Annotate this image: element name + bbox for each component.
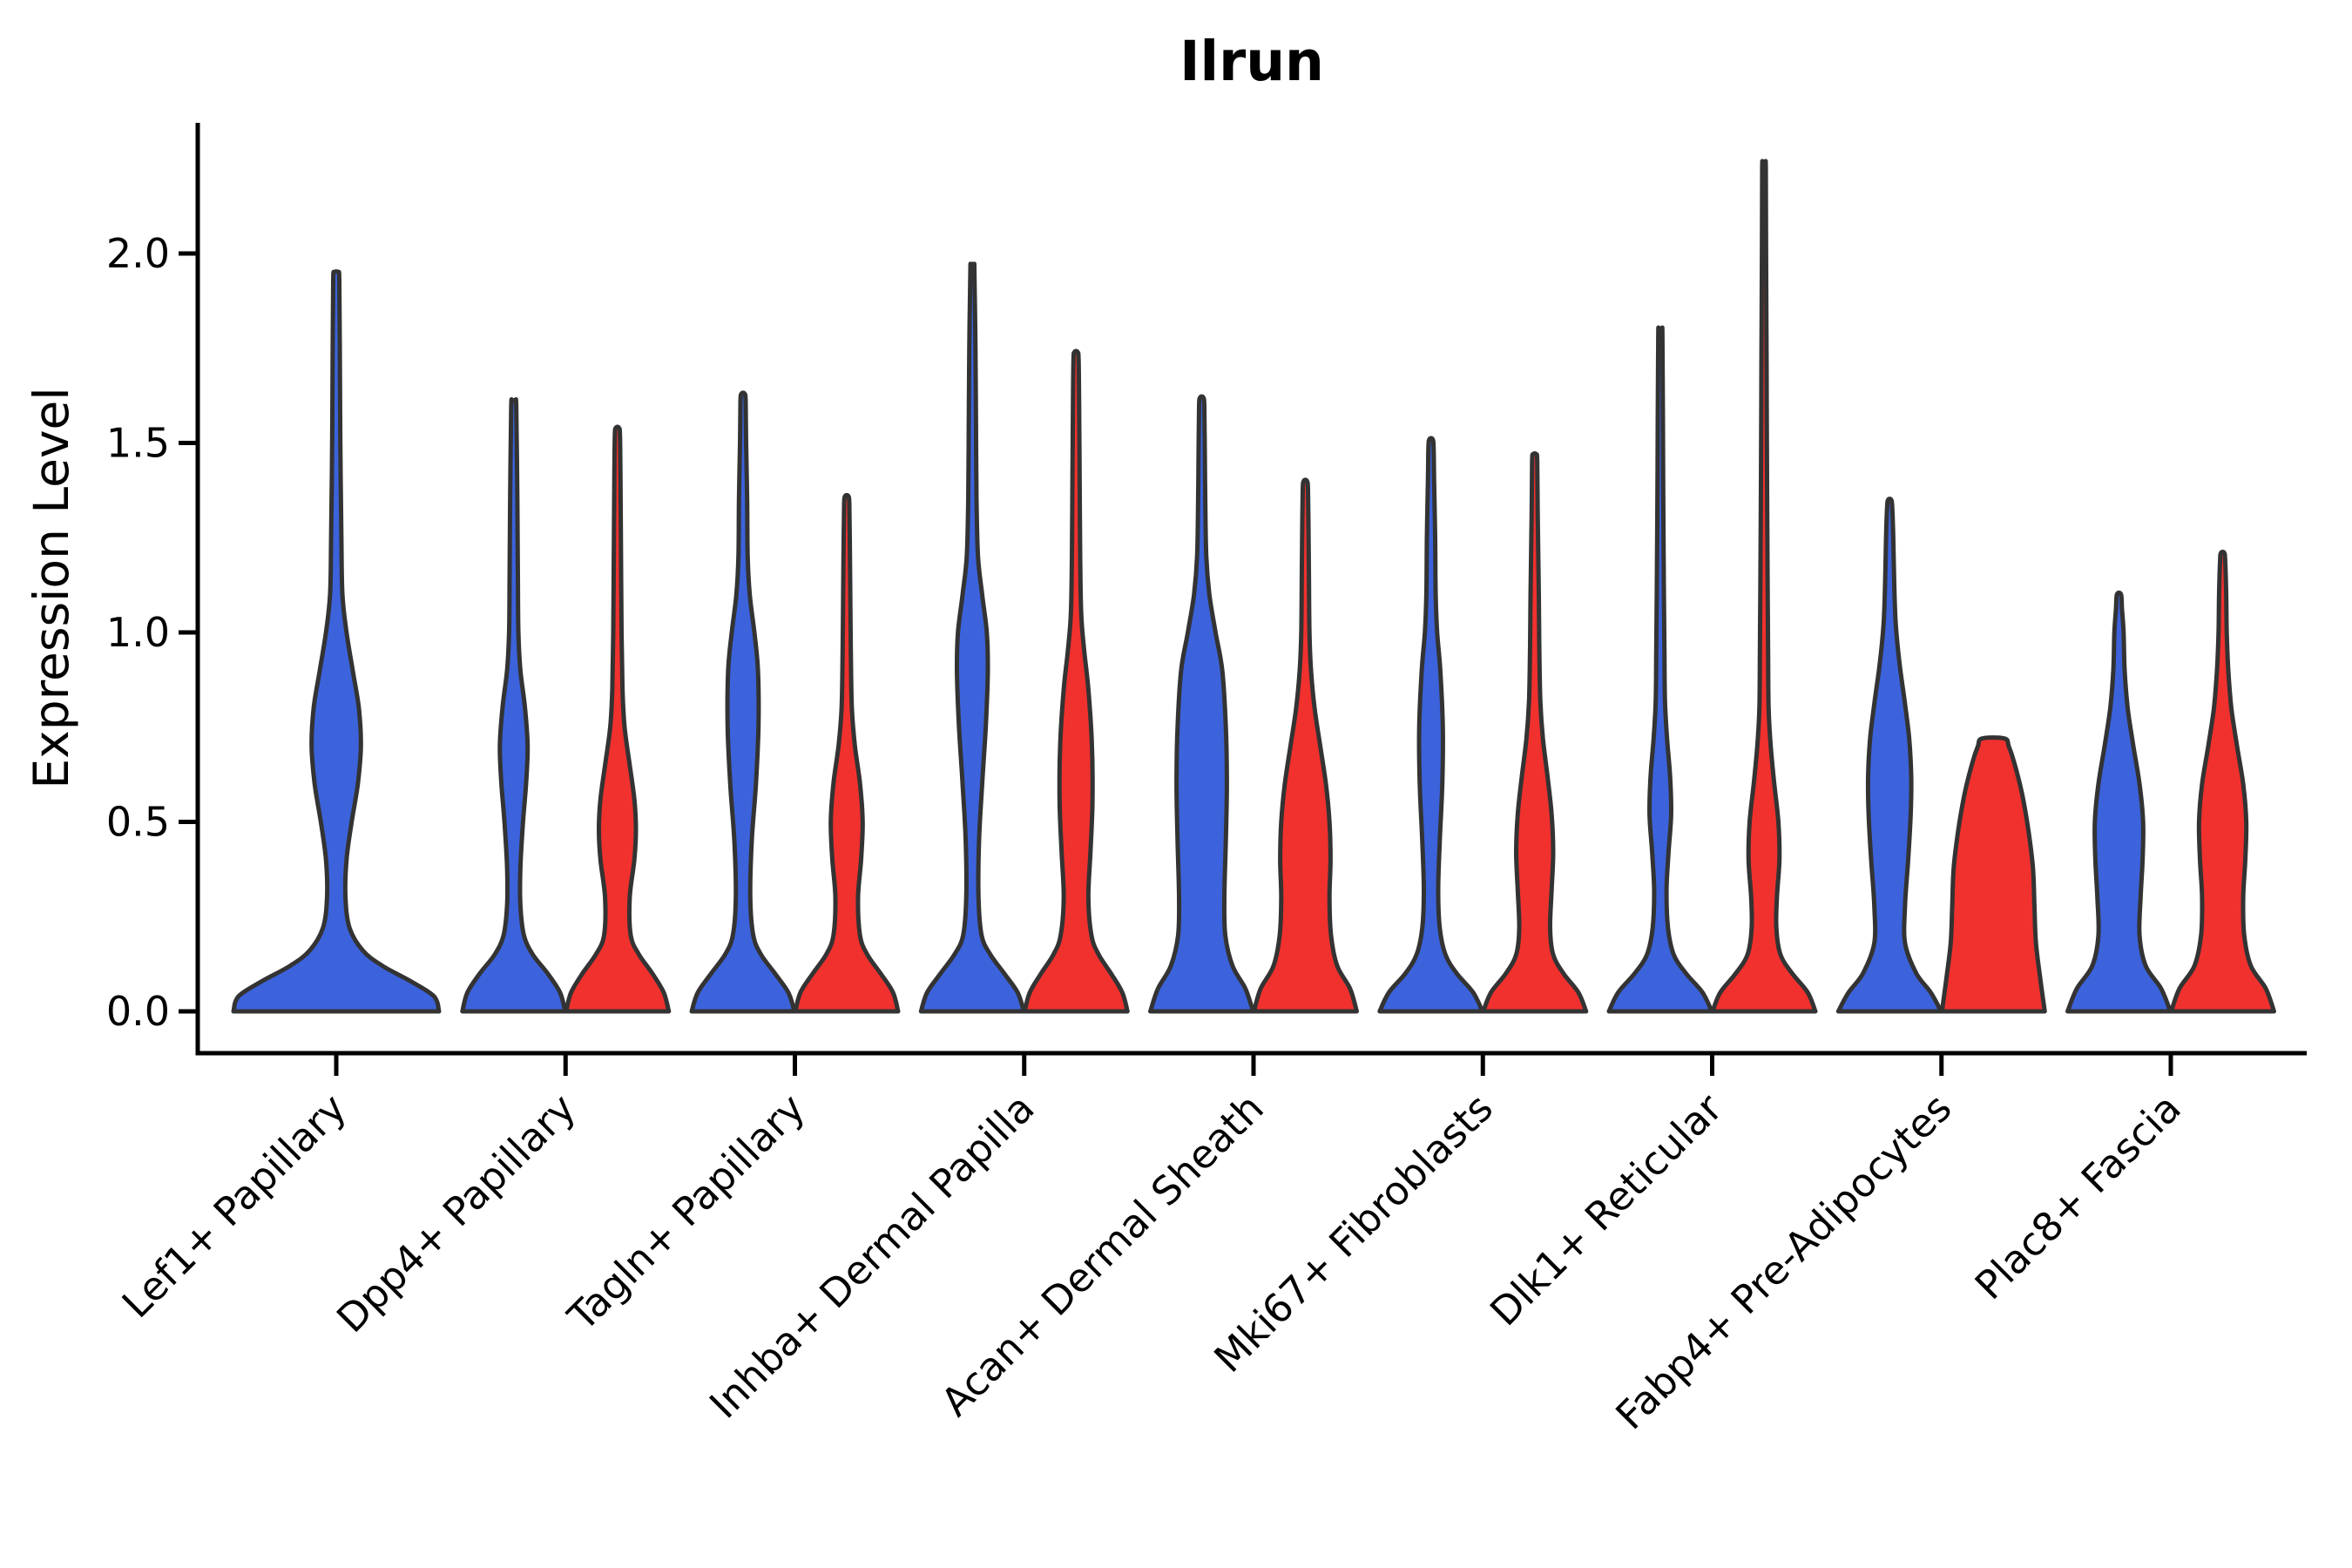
violin-tagln-papillary-red xyxy=(793,492,901,1014)
y-tick-label: 1.0 xyxy=(106,609,170,656)
violin-inhba-dermal-papilla-blue xyxy=(918,261,1026,1014)
violin-tagln-papillary-blue xyxy=(689,390,797,1014)
y-axis-label: Expression Level xyxy=(24,387,79,788)
violin-mki67-fibroblasts-blue xyxy=(1377,436,1485,1014)
violin-dlk1-reticular-blue xyxy=(1606,325,1714,1014)
violin-layer xyxy=(231,159,2276,1014)
violin-inhba-dermal-papilla-red xyxy=(1022,348,1130,1014)
violin-mki67-fibroblasts-red xyxy=(1481,450,1589,1014)
violin-dpp4-papillary-blue xyxy=(460,396,568,1014)
y-tick-label: 0.0 xyxy=(106,988,170,1035)
y-tick-label: 0.5 xyxy=(106,799,170,846)
violin-plac8-fascia-blue xyxy=(2065,590,2173,1014)
violin-plac8-fascia-red xyxy=(2169,550,2276,1014)
violin-acan-dermal-sheath-red xyxy=(1252,477,1359,1014)
violin-lef1-papillary-blue xyxy=(231,269,442,1014)
violin-dpp4-papillary-red xyxy=(564,424,672,1014)
violin-fabp4-pre-adipocytes-blue xyxy=(1835,497,1943,1014)
violin-dlk1-reticular-red xyxy=(1710,159,1818,1014)
y-tick-label: 2.0 xyxy=(106,230,170,277)
chart-title: Ilrun xyxy=(1179,30,1324,93)
y-tick-label: 1.5 xyxy=(106,420,170,467)
violin-acan-dermal-sheath-blue xyxy=(1148,394,1255,1014)
violin-fabp4-pre-adipocytes-red xyxy=(1939,735,2047,1014)
